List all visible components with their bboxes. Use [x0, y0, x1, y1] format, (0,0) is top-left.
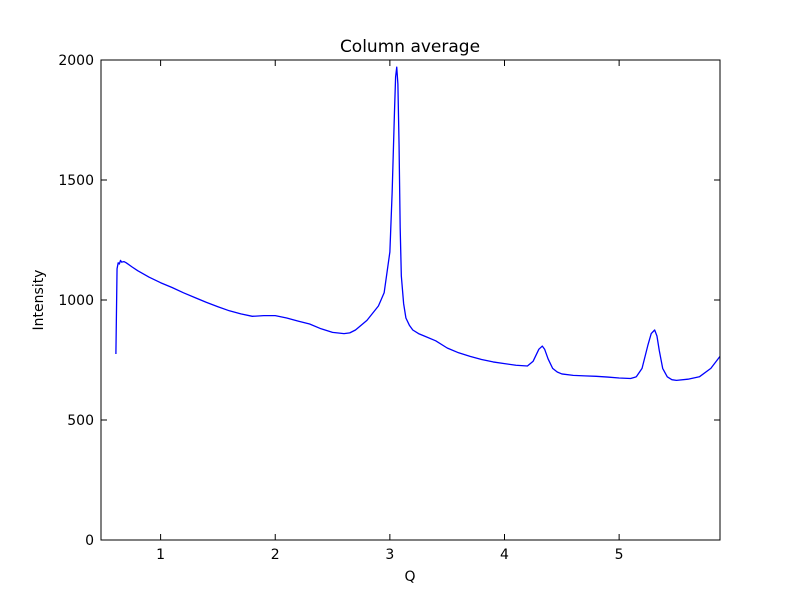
series-line [115, 66, 721, 382]
y-tick-label: 2000 [58, 53, 94, 69]
x-tick-label: 1 [156, 547, 165, 563]
y-tick-label: 0 [85, 533, 94, 549]
axis-ticks: 1 2 3 4 5 0 500 1000 1500 2000 [58, 53, 720, 563]
y-axis-label: Intensity [31, 270, 47, 331]
x-tick-label: 2 [271, 547, 280, 563]
plot-frame [100, 59, 721, 541]
plot-area [115, 66, 721, 382]
y-tick-label: 1500 [58, 173, 94, 189]
x-tick-label: 4 [500, 547, 509, 563]
chart-title: Column average [340, 37, 480, 57]
y-tick-label: 500 [67, 413, 94, 429]
x-tick-label: 3 [385, 547, 394, 563]
x-tick-label: 5 [615, 547, 624, 563]
x-axis-label: Q [404, 569, 415, 585]
y-tick-label: 1000 [58, 293, 94, 309]
